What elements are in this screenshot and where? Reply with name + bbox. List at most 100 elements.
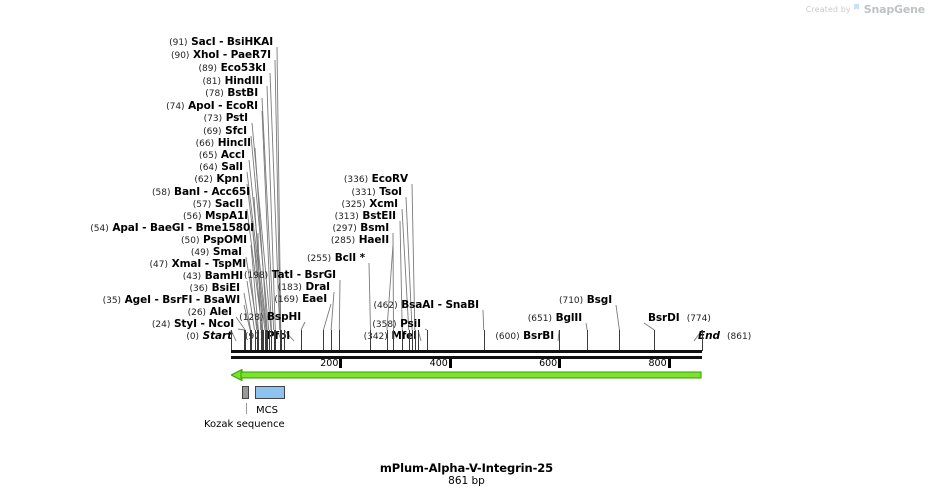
- site-label: (336) EcoRV: [344, 174, 408, 186]
- site-label: End (861): [698, 331, 751, 343]
- orf-arrow: [231, 369, 702, 381]
- site-position: (43): [182, 272, 202, 282]
- ruler-site-tick: [409, 330, 410, 351]
- watermark-brand-label: SnapGene: [863, 3, 925, 16]
- site-label: (64) SalI: [199, 162, 243, 174]
- site-label: (73) PstI: [204, 113, 248, 125]
- enzyme-name: TatI: [271, 269, 294, 281]
- site-label: (358) PsiI: [372, 319, 421, 331]
- site-label: (128) BspHI: [239, 312, 301, 324]
- site-position: (64): [199, 163, 218, 173]
- ruler-scale-mark: [339, 359, 343, 368]
- ruler-site-tick: [261, 330, 262, 351]
- site-position: (651): [527, 314, 552, 324]
- ruler-site-tick: [269, 330, 270, 351]
- ruler-site-tick: [619, 330, 620, 351]
- name-separator: -: [214, 100, 226, 112]
- ruler-site-tick: [427, 330, 428, 351]
- site-label: (285) HaeII: [331, 235, 389, 247]
- snapgene-flag-icon: [853, 4, 861, 15]
- enzyme-name: BaeGI: [149, 222, 185, 234]
- site-label: (198) TatI - BsrGI: [244, 270, 336, 282]
- enzyme-name: HindIII: [224, 75, 264, 87]
- ruler-scale-mark: [558, 359, 562, 368]
- site-label: (78) BstBI: [205, 88, 258, 100]
- ruler-site-tick: [331, 330, 332, 351]
- ruler-site-tick: [257, 330, 258, 351]
- name-separator: -: [201, 258, 213, 270]
- enzyme-name: StyI: [173, 318, 197, 330]
- sequence-bar-bottom: [231, 356, 702, 359]
- enzyme-name: End: [698, 330, 720, 342]
- enzyme-name: BsgI: [586, 294, 612, 306]
- ruler-site-tick: [281, 330, 282, 351]
- site-position: (183): [277, 283, 302, 293]
- site-label: (43) BamHI: [183, 271, 243, 283]
- enzyme-name: SnaBI: [445, 299, 479, 311]
- enzyme-name: BsrFI: [162, 294, 193, 306]
- site-position: (90): [170, 51, 190, 61]
- kozak-marker: [242, 386, 249, 399]
- site-label: (313) BstEII: [335, 210, 397, 223]
- site-position: (0): [186, 332, 200, 342]
- enzyme-name: Eco53kI: [220, 62, 267, 74]
- enzyme-name: EcoRI: [225, 100, 258, 112]
- ruler-scale-label: 200: [320, 358, 339, 369]
- site-label: (600) BsrBI: [495, 331, 554, 343]
- name-separator: -: [184, 222, 196, 234]
- ruler-site-tick: [418, 330, 419, 351]
- enzyme-name: BstBI: [227, 87, 258, 99]
- enzyme-name: ApoI: [188, 100, 215, 112]
- name-separator: -: [196, 318, 209, 330]
- site-label: (49) SmaI: [191, 247, 242, 259]
- site-label: (58) BanI - Acc65I: [152, 187, 250, 199]
- ruler-site-tick: [275, 330, 276, 351]
- enzyme-name: AleI: [209, 306, 232, 318]
- enzyme-name: TspMI: [212, 258, 246, 270]
- site-position: (57): [192, 200, 212, 210]
- enzyme-name: PaeR7I: [230, 49, 271, 61]
- site-label: (36) BsiEI: [190, 283, 241, 295]
- site-position: (336): [343, 175, 369, 185]
- site-position: (255): [306, 254, 332, 264]
- ruler-site-tick: [393, 330, 394, 351]
- ruler-scale-label: 400: [429, 358, 448, 369]
- ruler-site-tick: [654, 330, 655, 351]
- enzyme-name: BsiHKAI: [226, 36, 273, 48]
- site-position: (50): [180, 236, 200, 246]
- site-position: (774): [686, 314, 711, 324]
- site-position: (69): [203, 127, 222, 137]
- enzyme-name: SfcI: [225, 125, 247, 137]
- enzyme-name: NcoI: [208, 318, 234, 330]
- site-position: (342): [363, 332, 388, 342]
- kozak-leader-stem: [246, 403, 247, 414]
- enzyme-name: HincII: [217, 137, 251, 149]
- mcs-marker: [255, 386, 285, 399]
- site-position: (89): [198, 64, 218, 74]
- ruler-site-tick: [231, 330, 232, 351]
- enzyme-name: BanI: [174, 186, 201, 198]
- site-label: (26) AleI: [188, 306, 233, 319]
- site-label: (97) PfoI: [245, 331, 290, 343]
- site-label: BsrDI (774): [648, 313, 711, 325]
- site-position: (49): [190, 248, 210, 258]
- ruler-site-tick: [484, 330, 485, 351]
- enzyme-name: BstEII: [362, 210, 396, 222]
- ruler-site-tick: [262, 330, 263, 351]
- enzyme-name: Start: [202, 330, 232, 342]
- site-position: (97): [245, 332, 263, 342]
- site-label: (62) KpnI: [194, 174, 243, 186]
- site-label: (50) PspOMI: [181, 235, 247, 247]
- ruler-scale-label: 600: [539, 358, 558, 369]
- site-label: (74) ApoI - EcoRI: [166, 101, 258, 113]
- enzyme-name: BspHI: [267, 311, 301, 323]
- site-label: (35) AgeI - BsrFI - BsaWI: [103, 294, 241, 307]
- site-position: (73): [203, 114, 223, 124]
- site-label: (331) TsoI: [351, 187, 402, 199]
- site-position: (74): [166, 102, 185, 112]
- ruler-site-tick: [301, 330, 302, 351]
- ruler-site-tick: [587, 330, 588, 351]
- site-label: (66) HincII: [196, 138, 251, 150]
- page-subtitle: 861 bp: [448, 475, 485, 487]
- ruler-site-tick: [245, 330, 246, 351]
